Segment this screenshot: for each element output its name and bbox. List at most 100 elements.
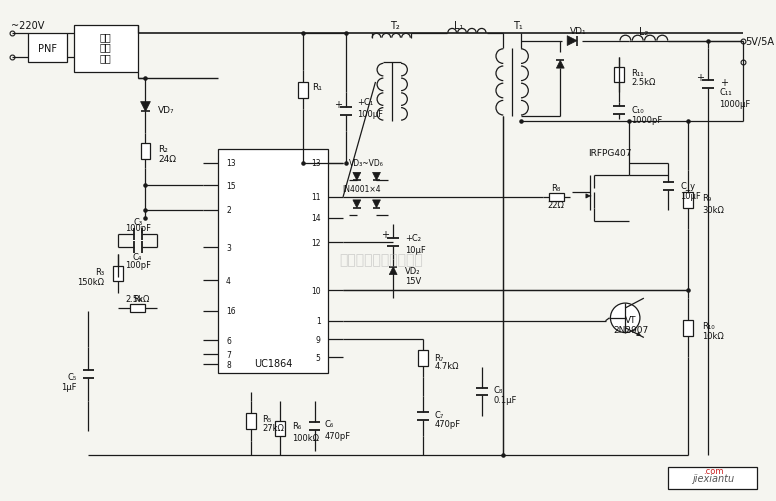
Bar	[140, 144, 151, 159]
Text: 27kΩ: 27kΩ	[262, 423, 284, 432]
Text: C₁₀: C₁₀	[631, 106, 644, 115]
Text: C_y: C_y	[681, 181, 695, 190]
Text: 15V: 15V	[405, 277, 421, 286]
Bar	[615, 68, 624, 83]
Text: 4: 4	[226, 277, 231, 286]
Text: 2: 2	[226, 206, 230, 215]
Text: 15: 15	[226, 181, 236, 190]
Polygon shape	[372, 200, 380, 208]
Text: 9: 9	[316, 335, 320, 344]
Text: 2.5kΩ: 2.5kΩ	[126, 294, 150, 303]
Text: 1000pF: 1000pF	[631, 116, 663, 125]
Bar	[130, 305, 145, 312]
Text: 3: 3	[226, 243, 231, 252]
Bar	[683, 192, 693, 208]
Bar	[275, 421, 285, 436]
Text: L₂: L₂	[639, 27, 649, 37]
Text: 12: 12	[311, 238, 320, 247]
Text: 14: 14	[311, 213, 320, 222]
Text: 10kΩ: 10kΩ	[702, 331, 723, 340]
Text: 10μF: 10μF	[681, 192, 701, 201]
Text: 7: 7	[226, 350, 231, 359]
Text: PNF: PNF	[38, 44, 57, 54]
Text: 11: 11	[311, 193, 320, 202]
Text: VD₇: VD₇	[158, 106, 175, 115]
Bar	[549, 193, 564, 201]
Bar	[668, 467, 757, 489]
Text: 10: 10	[311, 286, 320, 295]
Text: 100pF: 100pF	[125, 261, 151, 270]
Bar	[113, 266, 123, 282]
Text: IRFPG407: IRFPG407	[588, 149, 632, 158]
Text: 2.5kΩ: 2.5kΩ	[631, 78, 656, 87]
Text: 13: 13	[226, 159, 236, 168]
Text: 24Ω: 24Ω	[158, 155, 176, 164]
Text: R₄: R₄	[133, 294, 142, 303]
Text: VD₃~VD₆: VD₃~VD₆	[349, 159, 384, 168]
Text: 0.1μF: 0.1μF	[494, 395, 517, 404]
Text: R₇: R₇	[435, 353, 444, 362]
Polygon shape	[140, 102, 151, 112]
Text: .com: .com	[703, 466, 724, 475]
Bar	[683, 320, 693, 336]
Text: T₁: T₁	[513, 21, 523, 31]
Text: 6: 6	[226, 336, 231, 345]
Text: 16: 16	[226, 307, 236, 316]
Text: +: +	[381, 229, 390, 239]
Text: 4.7kΩ: 4.7kΩ	[435, 361, 459, 370]
Text: C₇: C₇	[435, 410, 444, 419]
Text: +: +	[719, 78, 728, 88]
Text: UC1864: UC1864	[254, 358, 293, 368]
Text: +C₂: +C₂	[405, 233, 421, 242]
Text: R₃: R₃	[95, 268, 104, 277]
Text: C₃: C₃	[133, 217, 142, 226]
Text: L₁: L₁	[455, 21, 464, 31]
Text: T₂: T₂	[390, 21, 400, 31]
Text: R₁₀: R₁₀	[702, 322, 715, 331]
Text: 470pF: 470pF	[435, 420, 461, 429]
Text: 1: 1	[316, 317, 320, 326]
Text: 5: 5	[316, 353, 320, 362]
Bar	[27, 34, 67, 63]
Text: R₂: R₂	[158, 145, 168, 154]
Polygon shape	[353, 200, 361, 208]
Text: 10μF: 10μF	[405, 245, 426, 254]
Text: R₁₁: R₁₁	[631, 69, 644, 78]
Text: IN4001×4: IN4001×4	[342, 184, 381, 193]
Text: VD₂: VD₂	[405, 267, 421, 276]
Text: C₁₁: C₁₁	[719, 88, 733, 97]
Text: 1000μF: 1000μF	[719, 100, 751, 109]
Text: jiexiantu: jiexiantu	[693, 473, 735, 483]
Text: R₅: R₅	[262, 414, 272, 423]
Text: 电路: 电路	[99, 53, 111, 63]
Polygon shape	[372, 173, 380, 181]
Circle shape	[611, 304, 640, 333]
Bar	[417, 351, 428, 366]
Text: +: +	[696, 72, 704, 82]
Text: 杭州将番科技有限公司: 杭州将番科技有限公司	[340, 253, 423, 267]
Text: R₉: R₉	[702, 194, 711, 203]
Bar	[218, 149, 328, 373]
Bar	[74, 26, 137, 73]
Text: 1μF: 1μF	[61, 382, 77, 391]
Text: C₄: C₄	[133, 253, 142, 262]
Text: 2N2907: 2N2907	[614, 326, 649, 335]
Polygon shape	[353, 173, 361, 181]
Text: VT: VT	[625, 316, 637, 325]
Text: 30kΩ: 30kΩ	[702, 206, 724, 215]
Text: 13: 13	[311, 159, 320, 168]
Text: 150kΩ: 150kΩ	[77, 278, 104, 287]
Polygon shape	[567, 37, 577, 47]
Text: 5V/5A: 5V/5A	[745, 37, 774, 47]
Text: ~220V: ~220V	[11, 21, 44, 31]
Text: VD₁: VD₁	[570, 27, 587, 36]
Text: R₈: R₈	[551, 183, 560, 192]
Text: 8: 8	[226, 360, 230, 369]
Text: +C₁: +C₁	[357, 98, 373, 107]
Bar	[298, 83, 307, 98]
Text: 桥式: 桥式	[99, 32, 111, 42]
Text: C₆: C₆	[324, 419, 334, 428]
Text: C₈: C₈	[494, 385, 503, 394]
Text: R₁: R₁	[313, 83, 323, 92]
Text: 22Ω: 22Ω	[547, 201, 564, 210]
